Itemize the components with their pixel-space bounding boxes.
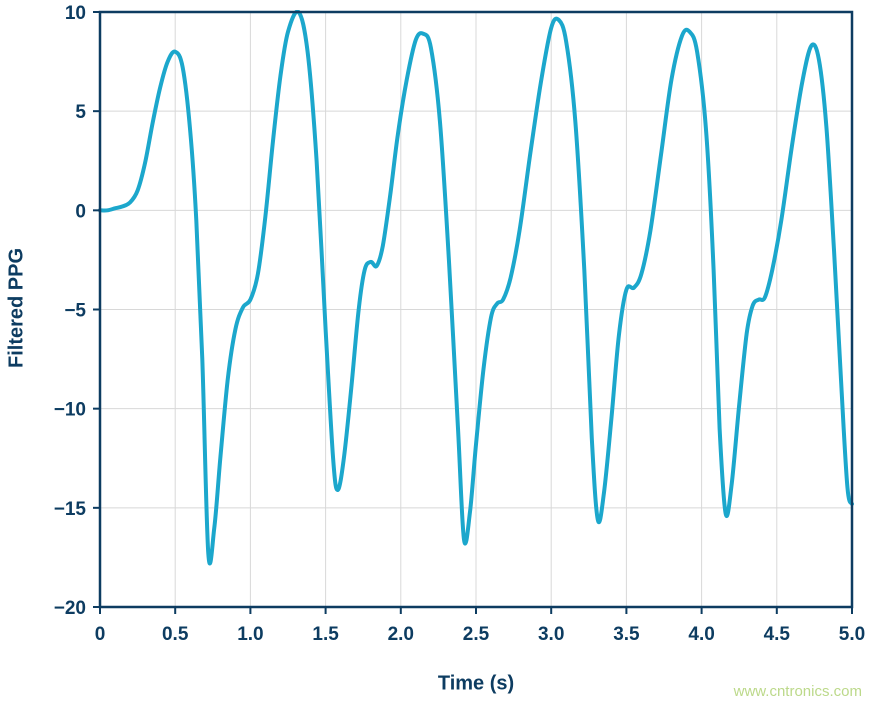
y-tick-label: 0 [75, 201, 86, 222]
x-tick-label: 1.5 [312, 624, 339, 645]
watermark-link[interactable]: www.cntronics.com [733, 683, 862, 700]
y-tick-label: −10 [54, 400, 86, 421]
x-tick-label: 0 [95, 624, 106, 645]
x-tick-label: 4.0 [688, 624, 714, 645]
x-tick-label: 2.5 [463, 624, 490, 645]
x-tick-label: 3.0 [538, 624, 564, 645]
x-tick-label: 3.5 [613, 624, 640, 645]
x-tick-label: 2.0 [388, 624, 414, 645]
y-axis-title: Filtered PPG [5, 247, 28, 369]
x-axis-title: Time (s) [437, 672, 515, 695]
y-tick-label: −15 [54, 499, 87, 520]
plot-border [98, 10, 854, 609]
y-tick-label: 10 [65, 3, 86, 24]
x-tick-label: 1.0 [237, 624, 263, 645]
y-tick-label: −5 [64, 301, 86, 322]
y-tick-label: −20 [54, 598, 86, 619]
x-tick-label: 0.5 [162, 624, 189, 645]
y-tick-label: 5 [75, 102, 86, 123]
x-tick-label: 4.5 [764, 624, 791, 645]
x-tick-label: 5.0 [839, 624, 865, 645]
ppg-signal-line [98, 10, 854, 566]
